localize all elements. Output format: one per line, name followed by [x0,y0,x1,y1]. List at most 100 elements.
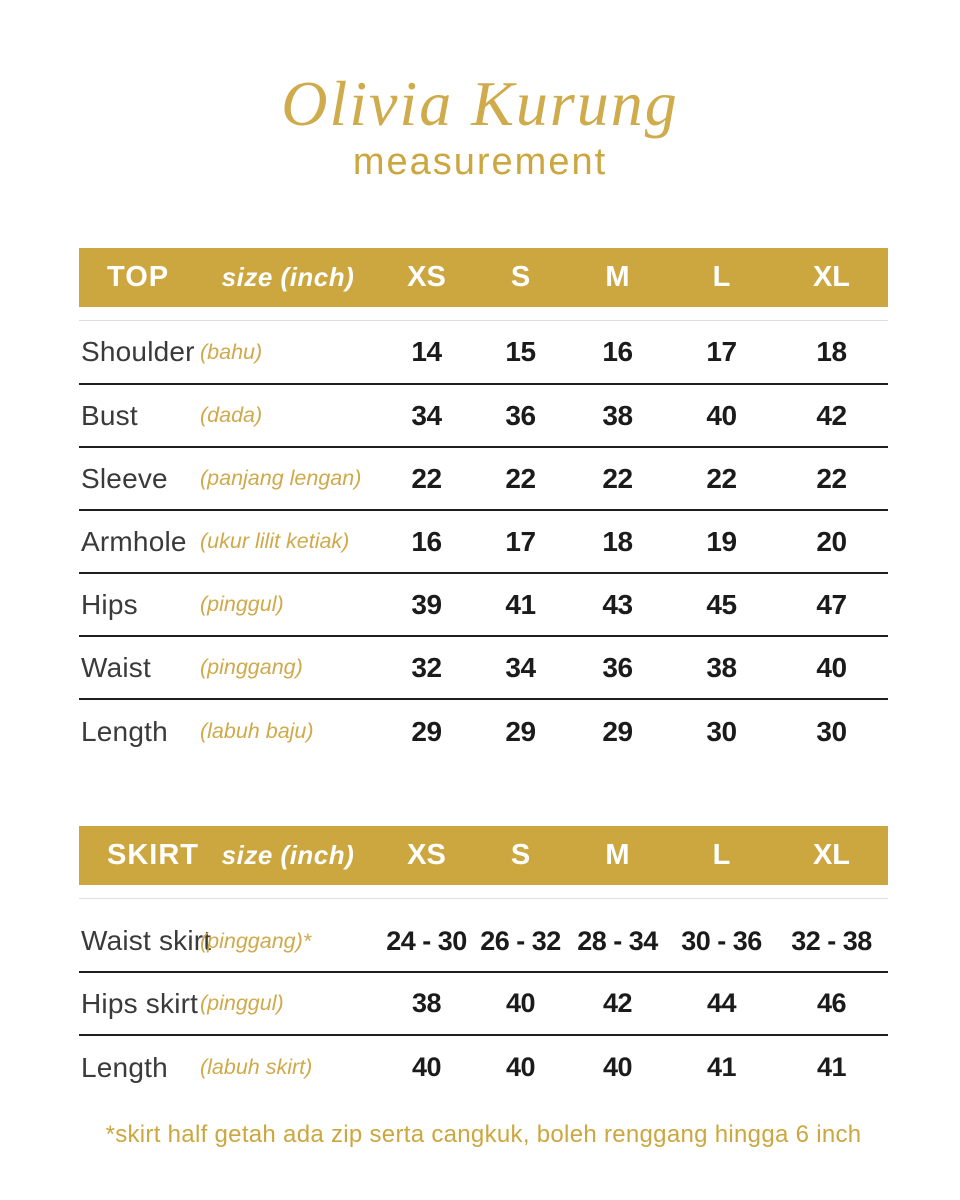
cell-value-l: 38 [706,651,737,683]
size-column-header-xs: XS [407,261,446,294]
row-translation: (pinggul) [200,991,284,1016]
table-row-hips: Hips (pinggul) 39 41 43 45 47 [79,574,888,638]
cell-value-xs: 14 [411,336,442,368]
cell-value-s: 15 [505,336,536,368]
size-column-header-l: L [712,261,731,294]
row-label: Waist skirt [81,925,212,957]
cell-value-l: 17 [706,336,737,368]
row-label: Shoulder [81,336,195,368]
size-column-header-m: M [605,261,630,294]
size-column-header-m: M [605,839,630,872]
page-heading: Olivia Kurung measurement [0,0,960,184]
cell-value-l: 44 [706,988,737,1019]
cell-value-xl: 32 - 38 [791,925,872,956]
table-row-waist-skirt: Waist skirt (pinggang)* 24 - 30 26 - 32 … [79,899,888,974]
header-divider-line [79,320,888,322]
row-translation: (pinggang) [200,655,303,680]
table-row-armhole: Armhole (ukur lilit ketiak) 16 17 18 19 … [79,511,888,575]
cell-value-m: 36 [602,651,633,683]
size-column-header-s: S [510,261,531,294]
cell-value-xs: 38 [411,988,442,1019]
cell-value-s: 29 [505,715,536,747]
page-subtitle: measurement [352,141,608,184]
table-row-waist: Waist (pinggang) 32 34 36 38 40 [79,637,888,701]
row-translation: (labuh skirt) [200,1055,313,1080]
row-translation: (pinggang)* [200,928,312,953]
cell-value-s: 40 [505,988,536,1019]
cell-value-xl: 30 [816,715,847,747]
cell-value-xl: 42 [816,399,847,431]
table-row-length-top: Length (labuh baju) 29 29 29 30 30 [79,700,888,763]
cell-value-s: 41 [505,588,536,620]
cell-value-l: 41 [706,1052,737,1083]
cell-value-xs: 29 [411,715,442,747]
top-table-unit-label: size (inch) [221,262,355,293]
cell-value-s: 40 [505,1052,536,1083]
cell-value-m: 29 [602,715,633,747]
cell-value-xl: 46 [816,988,847,1019]
cell-value-xs: 34 [411,399,442,431]
cell-value-xl: 41 [816,1052,847,1083]
skirt-footnote: *skirt half getah ada zip serta cangkuk,… [105,1121,862,1149]
cell-value-m: 16 [602,336,633,368]
cell-value-l: 30 [706,715,737,747]
cell-value-xl: 20 [816,525,847,557]
cell-value-m: 38 [602,399,633,431]
row-label: Armhole [81,525,187,557]
cell-value-xs: 22 [411,462,442,494]
table-row-shoulder: Shoulder (bahu) 14 15 16 17 18 [79,321,888,386]
top-size-table: TOP size (inch) XS S M L XL Shoulder (ba… [79,248,888,763]
skirt-table-unit-label: size (inch) [221,840,355,871]
row-translation: (labuh baju) [200,719,314,744]
table-row-length-skirt: Length (labuh skirt) 40 40 40 41 41 [79,1036,888,1099]
cell-value-l: 19 [706,525,737,557]
row-label: Length [81,715,168,747]
cell-value-xl: 22 [816,462,847,494]
cell-value-m: 43 [602,588,633,620]
top-table-title: TOP [107,261,170,294]
cell-value-m: 18 [602,525,633,557]
row-translation: (panjang lengan) [200,466,362,491]
cell-value-m: 22 [602,462,633,494]
cell-value-s: 26 - 32 [480,925,561,956]
table-row-bust: Bust (dada) 34 36 38 40 42 [79,385,888,449]
size-column-header-s: S [510,839,531,872]
row-label: Waist [81,651,151,683]
row-label: Bust [81,399,138,431]
cell-value-s: 22 [505,462,536,494]
cell-value-s: 17 [505,525,536,557]
cell-value-m: 28 - 34 [577,925,658,956]
header-divider-line [79,898,888,900]
cell-value-xs: 24 - 30 [386,925,467,956]
row-label: Sleeve [81,462,168,494]
size-column-header-l: L [712,839,731,872]
row-label: Hips [81,588,138,620]
skirt-table-header: SKIRT size (inch) XS S M L XL [79,826,888,886]
cell-value-s: 34 [505,651,536,683]
row-translation: (bahu) [200,339,263,364]
cell-value-xl: 18 [816,336,847,368]
cell-value-m: 42 [602,988,633,1019]
cell-value-l: 40 [706,399,737,431]
cell-value-xs: 32 [411,651,442,683]
cell-value-xs: 40 [411,1052,442,1083]
row-translation: (dada) [200,403,263,428]
size-column-header-xl: XL [812,261,851,294]
cell-value-l: 22 [706,462,737,494]
cell-value-l: 30 - 36 [681,925,762,956]
size-column-header-xl: XL [812,839,851,872]
cell-value-xs: 16 [411,525,442,557]
page-title: Olivia Kurung [281,68,679,139]
skirt-size-table: SKIRT size (inch) XS S M L XL Waist skir… [79,826,888,1099]
table-row-hips-skirt: Hips skirt (pinggul) 38 40 42 44 46 [79,973,888,1037]
cell-value-xl: 40 [816,651,847,683]
cell-value-l: 45 [706,588,737,620]
top-table-header: TOP size (inch) XS S M L XL [79,248,888,308]
skirt-table-title: SKIRT [107,839,199,872]
row-translation: (ukur lilit ketiak) [200,529,350,554]
cell-value-xs: 39 [411,588,442,620]
cell-value-s: 36 [505,399,536,431]
row-label: Hips skirt [81,987,199,1019]
table-row-sleeve: Sleeve (panjang lengan) 22 22 22 22 22 [79,448,888,512]
